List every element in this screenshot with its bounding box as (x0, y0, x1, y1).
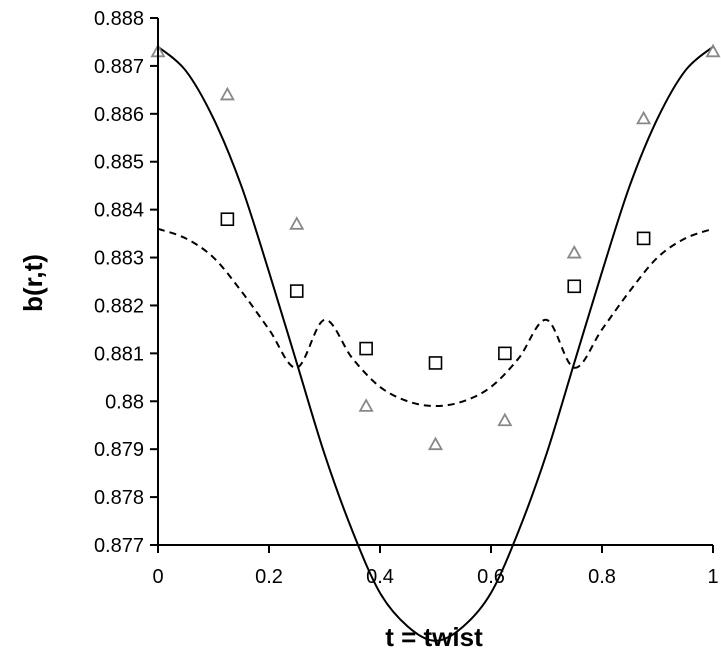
square-marker (220, 212, 235, 227)
x-tick-label: 0.6 (477, 566, 505, 588)
square-marker (636, 231, 651, 246)
dashed-fit-curve (157, 227, 714, 408)
solid-fit-curve (157, 45, 714, 642)
triangle-marker (566, 244, 582, 259)
y-tick-label: 0.88 (105, 391, 144, 413)
square-marker (289, 284, 304, 298)
y-tick-label: 0.883 (94, 248, 144, 270)
y-axis-title: b(r,t) (18, 254, 48, 312)
y-tick-label: 0.878 (94, 487, 144, 509)
square-marker (498, 346, 512, 361)
triangle-marker (289, 216, 305, 230)
ticks: 0.877 0.878 0.879 0.88 0.881 0.882 0.883 0.884 0… (94, 8, 719, 588)
y-tick-label: 0.881 (94, 343, 144, 365)
x-tick-label: 0.8 (588, 566, 616, 588)
markers (150, 43, 721, 451)
y-tick-label: 0.887 (94, 56, 144, 78)
curves (157, 45, 714, 642)
x-tick-label: 0.4 (366, 566, 394, 588)
y-tick-label: 0.888 (94, 8, 144, 30)
y-tick-label: 0.877 (94, 535, 144, 557)
x-axis-title: t = twist (385, 622, 483, 652)
triangle-marker (705, 43, 721, 58)
x-tick-label: 1 (707, 566, 718, 588)
triangle-marker (219, 86, 235, 101)
y-tick-label: 0.882 (94, 295, 144, 317)
square-marker (567, 279, 582, 294)
x-tick-label: 0.2 (255, 566, 283, 588)
triangle-marker (636, 110, 652, 125)
axes (157, 18, 713, 546)
y-tick-label: 0.884 (94, 200, 144, 222)
triangle-marker (358, 398, 374, 412)
triangle-marker (497, 412, 513, 427)
y-tick-label: 0.886 (94, 104, 144, 126)
x-tick-label: 0 (152, 566, 163, 588)
square-marker (428, 356, 443, 370)
y-tick-label: 0.885 (94, 152, 144, 174)
triangle-marker (427, 436, 444, 451)
y-tick-label: 0.879 (94, 439, 144, 461)
square-marker (359, 341, 373, 356)
